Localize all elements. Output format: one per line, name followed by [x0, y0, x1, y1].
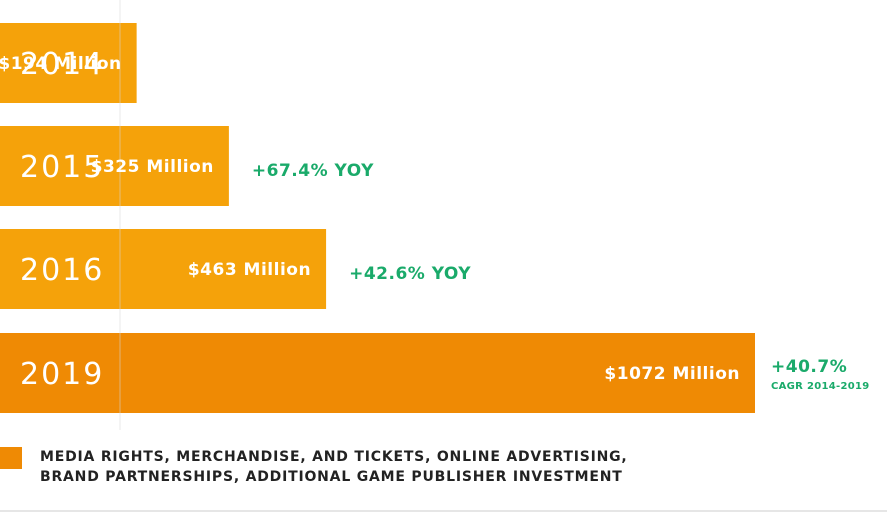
year-label-2016: 2016	[20, 253, 104, 288]
value-label-2019: $1072 Million	[604, 364, 740, 384]
bar-2016	[0, 229, 327, 309]
year-label-2014: 2014	[20, 47, 104, 82]
legend-text: MEDIA RIGHTS, MERCHANDISE, AND TICKETS, …	[40, 447, 740, 487]
legend-swatch	[0, 447, 22, 469]
bars-layer	[0, 23, 755, 413]
legend-line-1: MEDIA RIGHTS, MERCHANDISE, AND TICKETS, …	[40, 449, 628, 465]
bottom-divider	[0, 510, 887, 512]
legend: MEDIA RIGHTS, MERCHANDISE, AND TICKETS, …	[0, 445, 887, 490]
legend-line-2: BRAND PARTNERSHIPS, ADDITIONAL GAME PUBL…	[40, 469, 623, 485]
value-label-2015: $325 Million	[91, 157, 214, 177]
value-label-2014: $194 Million	[0, 54, 122, 74]
bar-2014	[0, 23, 137, 103]
labels-layer: 2014$194 Million 2015$325 Million +67.4% Y…	[0, 47, 869, 392]
bar-2019	[0, 333, 755, 413]
year-label-2015: 2015	[20, 150, 104, 185]
growth-label-2019: +40.7%	[771, 357, 847, 377]
bar-chart: 2014$194 Million 2015$325 Million +67.4% Y…	[0, 0, 869, 430]
growth-sublabel-2019: CAGR 2014-2019	[771, 381, 869, 392]
growth-label-2016: +42.6% YOY	[349, 264, 471, 284]
year-label-2019: 2019	[20, 357, 104, 392]
bar-2015	[0, 126, 229, 206]
growth-label-2015: +67.4% YOY	[252, 161, 374, 181]
value-label-2016: $463 Million	[188, 260, 311, 280]
